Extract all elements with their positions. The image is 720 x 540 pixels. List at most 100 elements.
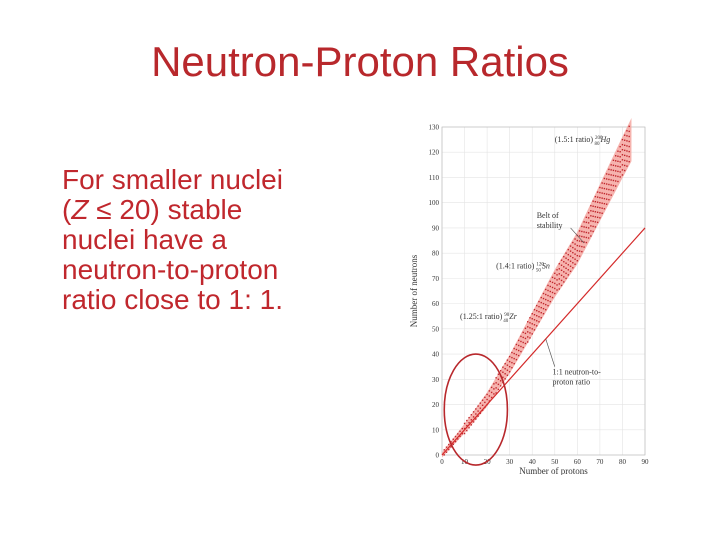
stable-nucleus-point [617, 170, 619, 173]
stable-nucleus-point [594, 221, 597, 223]
stable-nucleus-point [619, 166, 621, 168]
y-tick-label: 10 [432, 426, 440, 434]
stable-nucleus-point [542, 302, 545, 305]
stable-nucleus-point [508, 371, 511, 373]
stable-nucleus-point [619, 171, 621, 173]
stable-nucleus-point [624, 144, 626, 146]
stable-nucleus-point [569, 270, 572, 273]
ratio-pointer [545, 338, 556, 367]
stable-nucleus-point [574, 258, 576, 260]
stable-nucleus-point [617, 165, 619, 168]
stable-nucleus-point [466, 419, 468, 422]
stable-nucleus-point [475, 408, 477, 410]
stable-nucleus-point [517, 354, 520, 357]
stable-nucleus-point [529, 322, 531, 324]
x-tick-label: 80 [619, 458, 627, 466]
stable-nucleus-point [628, 130, 630, 133]
stable-nucleus-point [578, 255, 581, 257]
stable-nucleus-point [610, 189, 612, 191]
stable-nucleus-point [484, 396, 486, 399]
slide-title: Neutron-Proton Ratios [151, 38, 569, 85]
stable-nucleus-point [590, 225, 592, 227]
stable-nucleus-point [612, 179, 615, 182]
stable-nucleus-point [612, 184, 615, 187]
stable-nucleus-point [488, 400, 491, 402]
stable-nucleus-point [567, 253, 570, 256]
stable-nucleus-point [533, 324, 536, 326]
stable-nucleus-point [517, 349, 520, 352]
stable-nucleus-point [531, 333, 533, 335]
stable-nucleus-point [517, 344, 520, 347]
stable-nucleus-point [569, 255, 572, 257]
body-line-1: For smaller nuclei [62, 164, 283, 195]
stable-nucleus-point [490, 396, 493, 399]
stable-nucleus-point [536, 320, 538, 322]
stable-nucleus-point [572, 262, 574, 264]
stable-nucleus-point [493, 383, 495, 385]
x-tick-label: 70 [596, 458, 604, 466]
x-tick-label: 40 [529, 458, 537, 466]
stable-nucleus-point [599, 191, 601, 194]
stable-nucleus-point [520, 350, 522, 353]
stable-nucleus-point [538, 305, 540, 308]
stable-nucleus-point [466, 424, 468, 427]
stable-nucleus-point [569, 265, 572, 267]
stable-nucleus-point [545, 308, 547, 311]
stable-nucleus-point [587, 217, 590, 219]
stable-nucleus-point [540, 311, 542, 314]
stable-nucleus-point [515, 353, 518, 356]
stable-nucleus-point [445, 451, 448, 453]
stable-nucleus-point [493, 393, 495, 395]
stable-nucleus-point [470, 419, 473, 421]
stable-nucleus-point [558, 263, 560, 265]
stable-nucleus-point [581, 225, 583, 228]
stable-nucleus-point [572, 251, 574, 254]
stable-nucleus-point [596, 221, 599, 224]
stable-nucleus-point [587, 237, 590, 239]
stable-nucleus-point [603, 192, 606, 195]
stable-nucleus-point [614, 160, 617, 162]
stable-nucleus-point [558, 288, 560, 290]
stable-nucleus-point [551, 286, 554, 289]
stable-nucleus-point [497, 373, 500, 375]
y-tick-label: 0 [436, 452, 440, 460]
stable-nucleus-point [565, 272, 567, 275]
stable-nucleus-point [556, 274, 558, 276]
stable-nucleus-point [508, 355, 511, 358]
stable-nucleus-point [463, 432, 466, 435]
stable-nucleus-point [581, 250, 583, 253]
stable-nucleus-point [472, 421, 475, 423]
stable-nucleus-point [585, 241, 588, 244]
stable-nucleus-point [531, 328, 533, 330]
stable-nucleus-point [621, 143, 624, 146]
stable-nucleus-point [572, 267, 574, 269]
stable-nucleus-point [617, 180, 619, 183]
stable-nucleus-point [628, 150, 630, 153]
stable-nucleus-point [592, 210, 594, 212]
stable-nucleus-point [554, 272, 556, 275]
x-axis-label: Number of protons [519, 466, 588, 475]
stable-nucleus-point [448, 443, 450, 446]
stable-nucleus-point [601, 202, 603, 204]
stable-nucleus-point [560, 264, 563, 266]
stable-nucleus-point [549, 300, 551, 303]
stable-nucleus-point [605, 193, 608, 195]
stable-nucleus-point [522, 346, 524, 349]
stable-nucleus-point [445, 446, 448, 448]
stable-nucleus-point [529, 327, 531, 329]
stable-nucleus-point [511, 356, 513, 359]
stable-nucleus-point [547, 289, 549, 292]
stable-nucleus-point [527, 321, 529, 323]
stable-nucleus-point [585, 221, 588, 224]
stable-nucleus-point [560, 274, 563, 277]
stable-nucleus-point [581, 240, 583, 243]
stable-nucleus-point [621, 159, 624, 161]
stable-nucleus-point [612, 189, 615, 192]
stable-nucleus-point [599, 201, 601, 204]
stable-nucleus-point [554, 277, 556, 280]
stable-nucleus-point [614, 180, 617, 182]
stable-nucleus-point [624, 154, 626, 157]
stable-nucleus-point [542, 292, 545, 295]
